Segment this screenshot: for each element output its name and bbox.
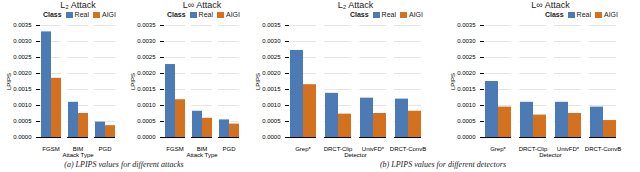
- svg-text:0.0005: 0.0005: [137, 118, 156, 124]
- html-text:Class: Class: [42, 11, 62, 18]
- html-text:(a) LPIPS values for different: (a) LPIPS values for different attacks: [64, 160, 184, 169]
- svg-text:0.0030: 0.0030: [457, 38, 476, 44]
- svg-text:0.0005: 0.0005: [262, 118, 281, 124]
- html-text:Real: Real: [74, 11, 89, 18]
- html-text:AIGI: AIGI: [409, 11, 423, 18]
- svg-text:0.0015: 0.0015: [262, 86, 281, 92]
- svg-text:0.0010: 0.0010: [13, 102, 32, 108]
- svg-text:DRCT-Clip: DRCT-Clip: [323, 145, 353, 152]
- html-text:Real: Real: [576, 11, 591, 18]
- svg-text:0.0020: 0.0020: [457, 70, 476, 76]
- svg-text:BIM: BIM: [196, 145, 208, 152]
- svg-text:PGD: PGD: [222, 146, 236, 152]
- svg-text:0.0000: 0.0000: [457, 134, 476, 140]
- svg-text:Detector: Detector: [539, 152, 562, 158]
- svg-text:0.0010: 0.0010: [137, 102, 156, 108]
- svg-text:0.0015: 0.0015: [13, 86, 32, 92]
- svg-text:0.0020: 0.0020: [137, 70, 156, 76]
- svg-text:BIM: BIM: [72, 145, 84, 152]
- svg-text:0.0035: 0.0035: [137, 22, 156, 28]
- svg-text:0.0010: 0.0010: [262, 102, 281, 108]
- html-text:AIGI: AIGI: [226, 11, 240, 18]
- svg-text:0.0010: 0.0010: [457, 102, 476, 108]
- svg-text:FGSM: FGSM: [42, 146, 59, 152]
- html-text:L∞ Attack: L∞ Attack: [182, 0, 222, 10]
- svg-text:0.0030: 0.0030: [137, 38, 156, 44]
- svg-text:Detector: Detector: [344, 152, 367, 158]
- svg-text:Grep*: Grep*: [490, 146, 506, 152]
- svg-text:Attack Type: Attack Type: [186, 152, 218, 158]
- html-text:AIGI: AIGI: [604, 11, 618, 18]
- svg-text:0.0015: 0.0015: [137, 86, 156, 92]
- svg-text:UnivFD*: UnivFD*: [361, 145, 385, 152]
- html-text:L∞ Attack: L∞ Attack: [531, 0, 570, 10]
- html-text:Real: Real: [381, 11, 396, 18]
- svg-text:0.0005: 0.0005: [13, 118, 32, 124]
- svg-text:0.0000: 0.0000: [262, 134, 281, 140]
- svg-text:DRCT-ConvB: DRCT-ConvB: [585, 146, 621, 152]
- svg-text:LPIPS: LPIPS: [6, 73, 12, 90]
- html-text:L₂ Attack: L₂ Attack: [337, 0, 374, 10]
- svg-text:0.0035: 0.0035: [13, 22, 32, 28]
- svg-text:0.0025: 0.0025: [137, 54, 156, 60]
- svg-text:PGD: PGD: [98, 146, 112, 152]
- svg-text:FGSM: FGSM: [166, 146, 183, 152]
- svg-text:0.0015: 0.0015: [457, 86, 476, 92]
- svg-text:DRCT-ConvB: DRCT-ConvB: [390, 146, 426, 152]
- svg-text:0.0025: 0.0025: [13, 54, 32, 60]
- svg-text:0.0005: 0.0005: [457, 118, 476, 124]
- svg-text:0.0035: 0.0035: [457, 22, 476, 28]
- svg-text:0.0035: 0.0035: [262, 22, 281, 28]
- svg-text:0.0020: 0.0020: [262, 70, 281, 76]
- html-text:Real: Real: [198, 11, 213, 18]
- svg-text:0.0030: 0.0030: [13, 38, 32, 44]
- svg-text:LPIPS: LPIPS: [255, 73, 261, 90]
- html-text:(b) LPIPS values for different: (b) LPIPS values for different detectors: [379, 160, 507, 169]
- svg-text:Grep*: Grep*: [295, 146, 311, 152]
- svg-text:LPIPS: LPIPS: [130, 73, 136, 90]
- svg-text:0.0025: 0.0025: [262, 54, 281, 60]
- html-text:Class: Class: [349, 11, 369, 18]
- svg-text:0.0000: 0.0000: [13, 134, 32, 140]
- html-text:Class: Class: [544, 11, 564, 18]
- svg-text:0.0030: 0.0030: [262, 38, 281, 44]
- svg-text:0.0020: 0.0020: [13, 70, 32, 76]
- svg-text:DRCT-Clip: DRCT-Clip: [518, 145, 548, 152]
- svg-text:Attack Type: Attack Type: [62, 152, 94, 158]
- svg-text:0.0000: 0.0000: [137, 134, 156, 140]
- html-text:AIGI: AIGI: [102, 11, 116, 18]
- svg-text:LPIPS: LPIPS: [450, 73, 456, 90]
- svg-text:0.0025: 0.0025: [457, 54, 476, 60]
- html-text:L₂ Attack: L₂ Attack: [60, 0, 96, 10]
- svg-text:UnivFD*: UnivFD*: [556, 145, 580, 152]
- html-text:Class: Class: [166, 11, 186, 18]
